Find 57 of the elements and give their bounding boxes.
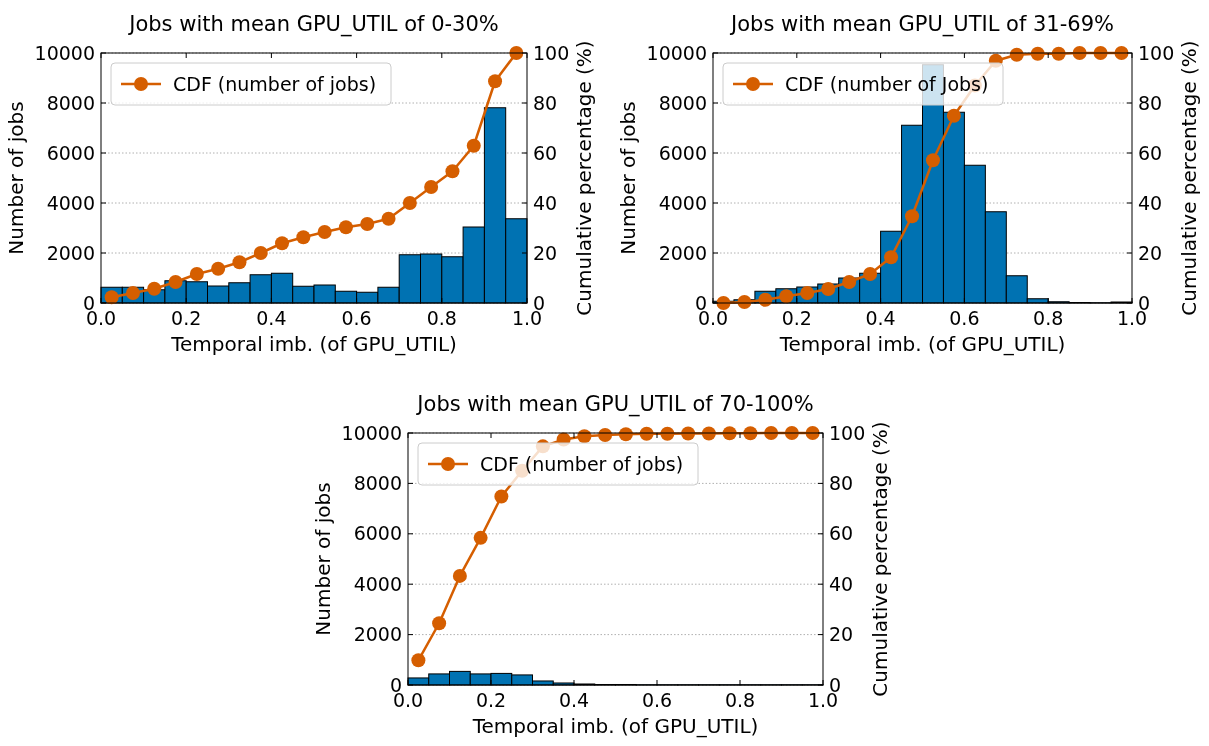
y2-tick-label: 80: [829, 472, 854, 495]
x-tick-label: 0.6: [949, 307, 980, 329]
y2-tick-label: 100: [533, 41, 570, 64]
y-tick-label: 4000: [353, 572, 402, 595]
y-tick-label: 2000: [353, 623, 402, 646]
y-axis-title: Number of jobs: [311, 482, 335, 636]
chart-title: Jobs with mean GPU_UTIL of 0-30%: [127, 12, 499, 37]
x-tick-label: 0.8: [1033, 307, 1064, 329]
y-axis-title: Number of jobs: [616, 101, 640, 255]
x-tick-label: 0.4: [865, 307, 896, 329]
x-tick-label: 0.6: [641, 689, 673, 711]
y2-tick-label: 60: [533, 141, 558, 164]
y2-tick-label: 40: [533, 191, 558, 214]
y2-tick-label: 60: [1138, 141, 1163, 164]
y-tick-label: 2000: [46, 241, 95, 264]
x-tick-label: 0.2: [171, 307, 202, 329]
legend-label: CDF (number of Jobs): [785, 72, 989, 95]
y2-axis-title: Cumulative percentage (%): [1177, 40, 1201, 316]
x-tick-label: 0.4: [256, 307, 287, 329]
y-axis-title: Number of jobs: [4, 101, 28, 255]
y2-tick-label: 20: [1138, 241, 1163, 264]
x-tick-label: 0.2: [781, 307, 812, 329]
y2-axis-title: Cumulative percentage (%): [868, 421, 892, 697]
chart-title: Jobs with mean GPU_UTIL of 70-100%: [415, 392, 814, 417]
x-tick-label: 0.4: [558, 689, 590, 711]
y-tick-label: 10000: [341, 421, 402, 444]
y-tick-label: 10000: [646, 41, 707, 64]
y-tick-label: 6000: [46, 141, 95, 164]
x-tick-label: 0.8: [724, 689, 756, 711]
x-tick-label: 0.2: [475, 689, 507, 711]
x-tick-label: 0.6: [341, 307, 372, 329]
y2-axis-title: Cumulative percentage (%): [572, 40, 596, 316]
y2-tick-label: 60: [829, 522, 854, 545]
y-tick-label: 6000: [658, 141, 707, 164]
y-tick-label: 4000: [658, 191, 707, 214]
y-tick-label: 10000: [34, 41, 95, 64]
y2-tick-label: 100: [829, 421, 866, 444]
x-tick-label: 0.8: [426, 307, 457, 329]
y2-tick-label: 100: [1138, 41, 1175, 64]
y-tick-label: 8000: [353, 472, 402, 495]
x-axis-title: Temporal imb. (of GPU_UTIL): [471, 714, 759, 738]
x-axis-title: Temporal imb. (of GPU_UTIL): [778, 332, 1066, 356]
y2-tick-label: 80: [533, 91, 558, 114]
y2-tick-label: 40: [829, 572, 854, 595]
y-tick-label: 8000: [46, 91, 95, 114]
chart-title: Jobs with mean GPU_UTIL of 31-69%: [729, 12, 1114, 37]
y-tick-label: 2000: [658, 241, 707, 264]
legend-label: CDF (number of jobs): [173, 72, 377, 95]
y-tick-label: 4000: [46, 191, 95, 214]
y2-tick-label: 80: [1138, 91, 1163, 114]
y-tick-label: 8000: [658, 91, 707, 114]
x-axis-title: Temporal imb. (of GPU_UTIL): [170, 332, 457, 356]
y2-tick-label: 20: [533, 241, 558, 264]
legend-label: CDF (number of jobs): [480, 452, 684, 475]
y2-tick-label: 20: [829, 623, 854, 646]
y2-tick-label: 40: [1138, 191, 1163, 214]
y-tick-label: 6000: [353, 522, 402, 545]
